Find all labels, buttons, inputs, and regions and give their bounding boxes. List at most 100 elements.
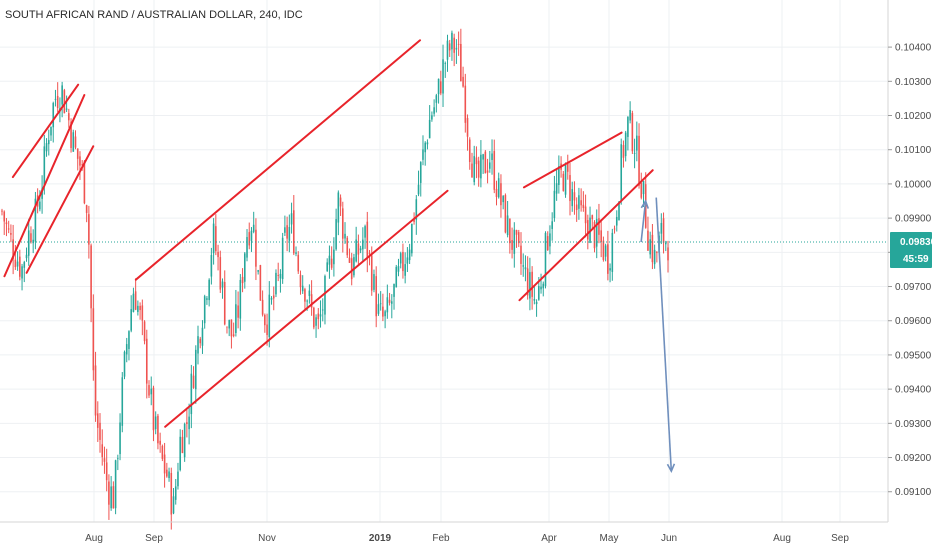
candle-body [201, 327, 204, 346]
candle-body [119, 422, 121, 455]
candle-body [321, 309, 324, 311]
candle-body [34, 198, 37, 242]
trendline[interactable] [522, 131, 623, 189]
trendline[interactable] [164, 189, 449, 428]
candle-body [12, 239, 14, 260]
candle-body [90, 245, 92, 309]
forecast-arrow[interactable] [655, 197, 673, 472]
candle [297, 251, 300, 274]
candle-body [404, 264, 406, 276]
candle-body [462, 76, 464, 87]
candle-body [615, 216, 618, 226]
candle [451, 30, 453, 61]
candle [491, 139, 493, 175]
candle [159, 432, 161, 453]
candle [446, 34, 449, 72]
candle [50, 126, 52, 141]
candle [246, 229, 248, 262]
candle-body [486, 170, 489, 173]
candle [194, 345, 197, 404]
candle [600, 219, 602, 258]
candle-body [431, 115, 433, 120]
x-tick-label: Nov [258, 533, 276, 544]
candle [190, 364, 193, 429]
candle [117, 454, 119, 471]
candle-body [219, 257, 222, 290]
candle [270, 296, 273, 305]
candle [642, 180, 645, 207]
candle-body [573, 192, 576, 201]
candle-body [270, 298, 273, 300]
candle-body [562, 173, 565, 191]
candle [201, 320, 204, 354]
candle-body [96, 413, 99, 428]
candle [154, 411, 157, 435]
candle [515, 229, 518, 248]
candle-body [281, 237, 284, 280]
candle-body [497, 178, 500, 198]
trendline[interactable] [3, 93, 86, 278]
candle-body [446, 40, 449, 60]
candle [41, 175, 43, 214]
candle-body [72, 132, 75, 152]
candle-body [41, 188, 43, 199]
candle-body [76, 148, 79, 159]
candle [649, 231, 651, 259]
candle [65, 95, 68, 112]
candle-body [353, 257, 355, 276]
trendline[interactable] [134, 39, 422, 281]
candle [63, 88, 66, 114]
candle [152, 385, 155, 442]
x-axis[interactable]: Aug Sep Nov 2019 Feb Apr May Jun Aug Sep [85, 533, 849, 544]
candle [310, 280, 313, 316]
candle [292, 195, 295, 256]
candle [651, 223, 654, 270]
candle [482, 153, 484, 174]
candle [333, 237, 335, 277]
candle [660, 213, 663, 245]
candle-body [388, 299, 391, 303]
candle [284, 215, 286, 237]
candle-body [517, 232, 520, 244]
candle-body [346, 237, 349, 256]
candle [170, 467, 173, 530]
candle [466, 114, 469, 151]
candle-body [406, 257, 409, 264]
candle [221, 278, 224, 299]
candle [437, 78, 440, 104]
y-axis[interactable]: 0.10400 0.10300 0.10200 0.10100 0.10000 0.099… [888, 43, 932, 499]
candle [174, 479, 177, 505]
x-tick-label: Aug [85, 533, 103, 544]
candle [110, 476, 112, 511]
candle-body [540, 286, 542, 290]
drawings [3, 39, 676, 474]
candle [114, 459, 117, 515]
candle [408, 243, 411, 265]
x-tick-label: Apr [541, 533, 557, 544]
candle [199, 336, 202, 349]
candle-body [259, 265, 262, 301]
candle-body [366, 221, 369, 258]
candle-body [408, 249, 411, 261]
candle [326, 258, 329, 272]
forecast-arrow[interactable] [640, 200, 647, 243]
candle-body [435, 95, 438, 103]
candle [587, 214, 589, 250]
y-tick-label: 0.09500 [895, 350, 932, 361]
trendline[interactable] [518, 169, 654, 302]
candle [368, 250, 371, 266]
x-tick-label: 2019 [369, 533, 392, 544]
trendline[interactable] [11, 83, 80, 179]
trendline[interactable] [25, 145, 95, 274]
candle-body [14, 259, 17, 268]
candle-body [324, 276, 326, 315]
last-price-value: 0.09830 [900, 237, 932, 248]
candle [520, 232, 522, 275]
candle [125, 337, 128, 363]
candle-body [535, 301, 538, 305]
candle-body [390, 301, 393, 304]
candle-body [662, 218, 665, 243]
candle [52, 101, 55, 143]
candle [615, 210, 618, 232]
